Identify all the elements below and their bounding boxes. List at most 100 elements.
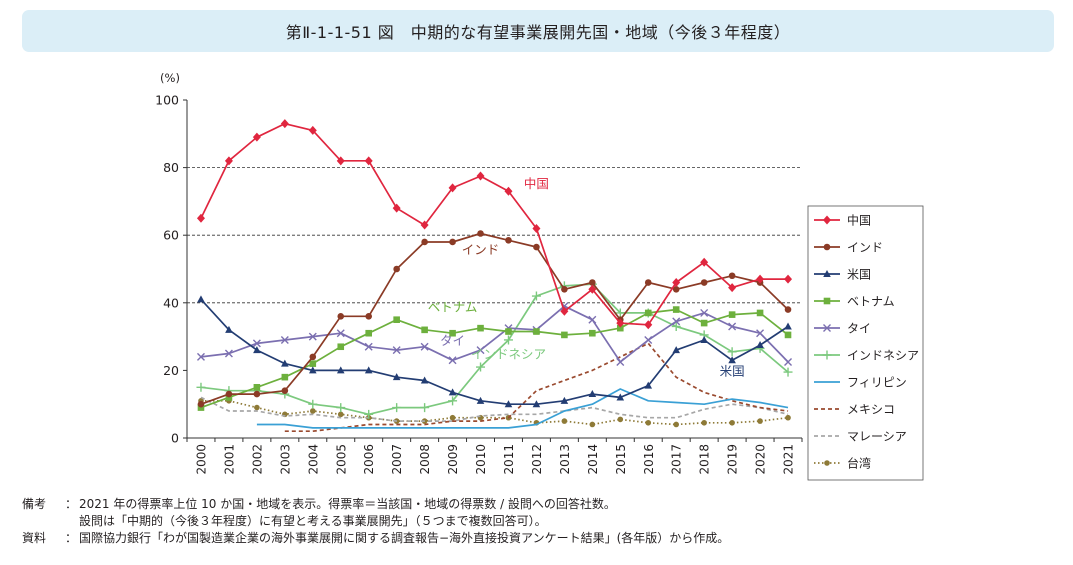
data-point [197, 295, 205, 303]
data-point [393, 265, 400, 273]
data-point [336, 156, 345, 166]
series-ベトナム [197, 306, 792, 411]
data-point [421, 238, 428, 246]
data-point [756, 341, 764, 349]
data-point [449, 238, 456, 246]
legend-marker [823, 297, 831, 305]
data-point [644, 381, 653, 389]
data-point [364, 409, 374, 419]
series-マレーシア [200, 396, 789, 422]
data-point [560, 306, 569, 316]
data-point [196, 352, 205, 361]
y-tick-label: 40 [163, 295, 179, 310]
data-point [476, 396, 485, 404]
data-point [615, 308, 625, 318]
data-point [281, 359, 289, 367]
legend-label: タイ [847, 322, 871, 336]
series-annotation: 中国 [524, 176, 549, 191]
data-point [337, 343, 345, 351]
series-annotation: ベトナム [428, 299, 478, 314]
data-point [420, 342, 429, 351]
data-point [197, 404, 205, 411]
data-point [308, 125, 317, 135]
data-point [449, 329, 456, 337]
x-tick-label: 2003 [278, 444, 292, 475]
x-tick-label: 2009 [446, 444, 460, 475]
data-point [588, 315, 597, 324]
x-tick-label: 2016 [642, 444, 656, 475]
data-point [645, 419, 652, 426]
data-point [561, 331, 568, 339]
legend-item: マレーシア [814, 430, 907, 444]
data-point [672, 278, 681, 288]
series-中国 [196, 119, 793, 330]
data-point [449, 414, 456, 421]
data-point [757, 418, 763, 424]
series-line [200, 232, 789, 405]
x-tick-label: 2001 [222, 444, 236, 475]
legend-item: 中国 [814, 213, 871, 228]
y-tick-label: 100 [155, 93, 179, 108]
data-point [253, 346, 261, 354]
data-point [785, 414, 791, 421]
data-point [420, 376, 429, 384]
data-point [616, 318, 625, 328]
x-tick-label: 2021 [782, 444, 796, 475]
data-point [448, 396, 458, 406]
note-biko-line1: 2021 年の得票率上位 10 か国・地域を表示。得票率＝当該国・地域の得票数 … [79, 497, 616, 511]
data-point [588, 284, 597, 294]
data-point [561, 285, 568, 293]
data-point [364, 366, 373, 374]
y-tick-label: 80 [163, 160, 179, 175]
x-tick-label: 2005 [334, 444, 348, 475]
legend-item: 台湾 [814, 456, 871, 471]
legend-label: フィリピン [847, 376, 907, 390]
data-point [560, 396, 569, 404]
note-shiryo-line: 国際協力銀行「わが国製造業企業の海外事業展開に関する調査報告−海外直接投資アンケ… [79, 531, 730, 545]
data-point [476, 171, 485, 181]
data-point [477, 324, 484, 332]
series-インドネシア [196, 279, 793, 419]
data-point [504, 186, 513, 196]
data-point [224, 156, 233, 166]
data-point [280, 335, 289, 344]
series-annotation: インドネシア [471, 347, 546, 362]
data-point [531, 291, 541, 301]
data-point [784, 322, 792, 330]
legend-label: インド [847, 241, 883, 255]
legend-item: メキシコ [814, 403, 895, 417]
data-point [448, 388, 457, 396]
x-tick-label: 2000 [194, 444, 208, 475]
series-line [256, 388, 789, 429]
data-point [421, 326, 428, 334]
notes: 備考 ： 2021 年の得票率上位 10 か国・地域を表示。得票率＝当該国・地域… [22, 496, 1062, 547]
data-point [336, 403, 346, 413]
data-point [532, 400, 541, 408]
data-point [729, 419, 735, 426]
data-point [672, 285, 680, 293]
data-point [644, 335, 653, 344]
data-point [252, 132, 261, 142]
legend-label: メキシコ [847, 403, 895, 417]
data-point [783, 367, 793, 377]
data-point [589, 329, 596, 337]
series-メキシコ [284, 342, 789, 433]
data-point [728, 322, 737, 331]
data-point [364, 342, 373, 351]
data-point [448, 183, 457, 193]
data-point [225, 394, 233, 401]
legend-marker [823, 243, 831, 251]
data-point [700, 319, 708, 327]
data-point [728, 283, 737, 293]
legend-label: マレーシア [847, 430, 907, 444]
note-biko-label: 備考 [22, 497, 47, 511]
data-point [253, 384, 261, 391]
legend-item: フィリピン [814, 376, 907, 390]
data-point [701, 419, 707, 426]
x-tick-label: 2019 [726, 444, 740, 475]
data-point [616, 324, 624, 332]
legend-item: インド [814, 241, 883, 255]
x-tick-label: 2014 [586, 444, 600, 475]
x-tick-label: 2010 [474, 444, 488, 475]
data-point [784, 306, 792, 313]
